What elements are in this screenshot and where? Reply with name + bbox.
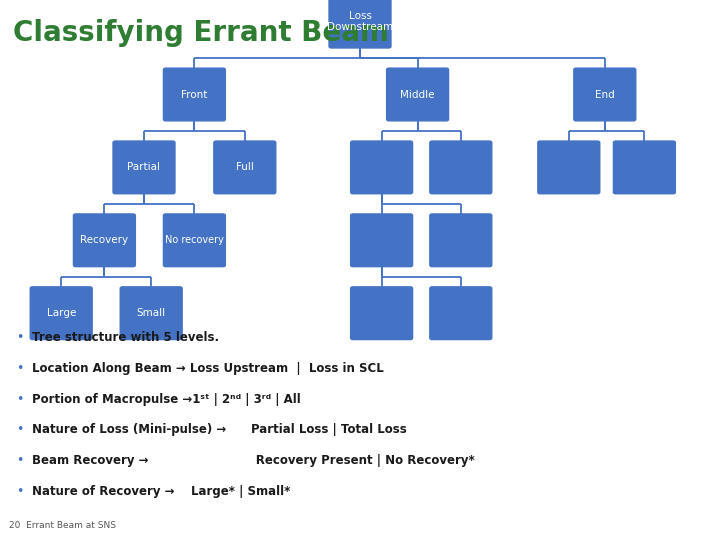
Text: Nature of Recovery →    Large* | Small*: Nature of Recovery → Large* | Small*: [32, 485, 290, 498]
FancyBboxPatch shape: [574, 68, 636, 121]
Text: •: •: [16, 331, 23, 344]
Text: Tree structure with 5 levels.: Tree structure with 5 levels.: [32, 331, 219, 344]
FancyBboxPatch shape: [163, 68, 225, 121]
Text: Middle: Middle: [400, 90, 435, 99]
FancyBboxPatch shape: [613, 141, 675, 194]
FancyBboxPatch shape: [430, 287, 492, 340]
FancyBboxPatch shape: [120, 287, 182, 340]
Text: Classifying Errant Beam: Classifying Errant Beam: [13, 19, 389, 47]
Text: Loss
Downstream: Loss Downstream: [327, 11, 393, 32]
FancyBboxPatch shape: [538, 141, 600, 194]
FancyBboxPatch shape: [351, 287, 413, 340]
Text: Partial: Partial: [127, 163, 161, 172]
Text: •: •: [16, 423, 23, 436]
Text: Portion of Macropulse →1ˢᵗ | 2ⁿᵈ | 3ʳᵈ | All: Portion of Macropulse →1ˢᵗ | 2ⁿᵈ | 3ʳᵈ |…: [32, 393, 300, 406]
FancyBboxPatch shape: [430, 141, 492, 194]
Text: Full: Full: [236, 163, 253, 172]
Text: Small: Small: [137, 308, 166, 318]
Text: •: •: [16, 362, 23, 375]
Text: Front: Front: [181, 90, 207, 99]
FancyBboxPatch shape: [30, 287, 92, 340]
FancyBboxPatch shape: [351, 141, 413, 194]
Text: End: End: [595, 90, 615, 99]
Text: No recovery: No recovery: [165, 235, 224, 245]
FancyBboxPatch shape: [387, 68, 449, 121]
FancyBboxPatch shape: [113, 141, 175, 194]
Text: Recovery: Recovery: [81, 235, 128, 245]
FancyBboxPatch shape: [430, 214, 492, 267]
Text: 20  Errant Beam at SNS: 20 Errant Beam at SNS: [9, 521, 116, 530]
FancyBboxPatch shape: [214, 141, 276, 194]
FancyBboxPatch shape: [73, 214, 135, 267]
FancyBboxPatch shape: [163, 214, 225, 267]
Text: Beam Recovery →                          Recovery Present | No Recovery*: Beam Recovery → Recovery Present | No Re…: [32, 454, 474, 467]
Text: Large: Large: [47, 308, 76, 318]
FancyBboxPatch shape: [329, 0, 391, 48]
Text: •: •: [16, 485, 23, 498]
Text: •: •: [16, 454, 23, 467]
FancyBboxPatch shape: [351, 214, 413, 267]
Text: Location Along Beam → Loss Upstream  |  Loss in SCL: Location Along Beam → Loss Upstream | Lo…: [32, 362, 384, 375]
Text: •: •: [16, 393, 23, 406]
Text: Nature of Loss (Mini-pulse) →      Partial Loss | Total Loss: Nature of Loss (Mini-pulse) → Partial Lo…: [32, 423, 406, 436]
